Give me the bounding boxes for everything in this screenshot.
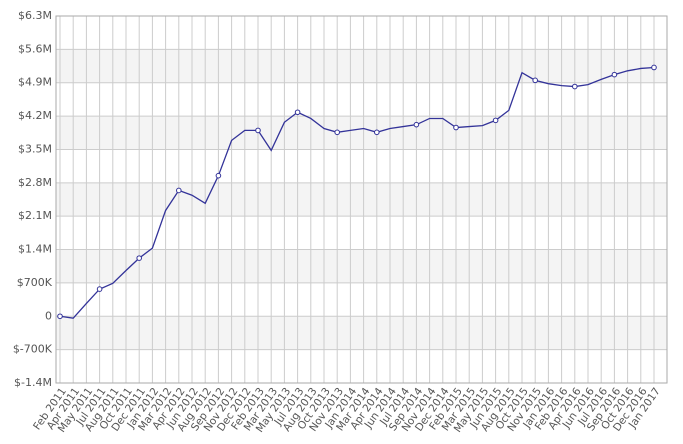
band (56, 249, 667, 283)
band (56, 182, 667, 217)
line (59, 66, 655, 319)
point (96, 286, 103, 292)
y-tick-label: $1.4M (18, 243, 52, 256)
point (136, 255, 142, 261)
point (294, 109, 301, 116)
y-tick-label: $5.6M (18, 42, 52, 55)
y-tick-label: $3.5M (18, 142, 52, 155)
y-tick-label: 0 (45, 309, 52, 322)
y-tick-label: $-1.4M (14, 376, 52, 389)
point (255, 127, 261, 134)
y-tick-label: $6.3M (18, 9, 52, 22)
y-tick-label: $-700K (13, 343, 53, 356)
point (334, 129, 341, 136)
point (374, 129, 380, 136)
band (56, 116, 667, 150)
point (413, 121, 420, 128)
point (532, 77, 539, 84)
point (176, 187, 182, 194)
plot-border (55, 15, 668, 384)
y-tick-label: $4.9M (18, 76, 52, 89)
y-tick-label: $700K (17, 276, 53, 289)
y-tick-label: $2.1M (18, 209, 52, 222)
point (453, 124, 459, 131)
y-tick-label: $4.2M (18, 109, 52, 122)
point (492, 117, 499, 124)
point (572, 83, 578, 90)
y-tick-label: $2.8M (18, 176, 52, 189)
point (57, 313, 63, 320)
point (651, 64, 657, 71)
band (56, 316, 667, 350)
point (611, 71, 618, 78)
band (56, 49, 667, 83)
point (215, 172, 222, 179)
